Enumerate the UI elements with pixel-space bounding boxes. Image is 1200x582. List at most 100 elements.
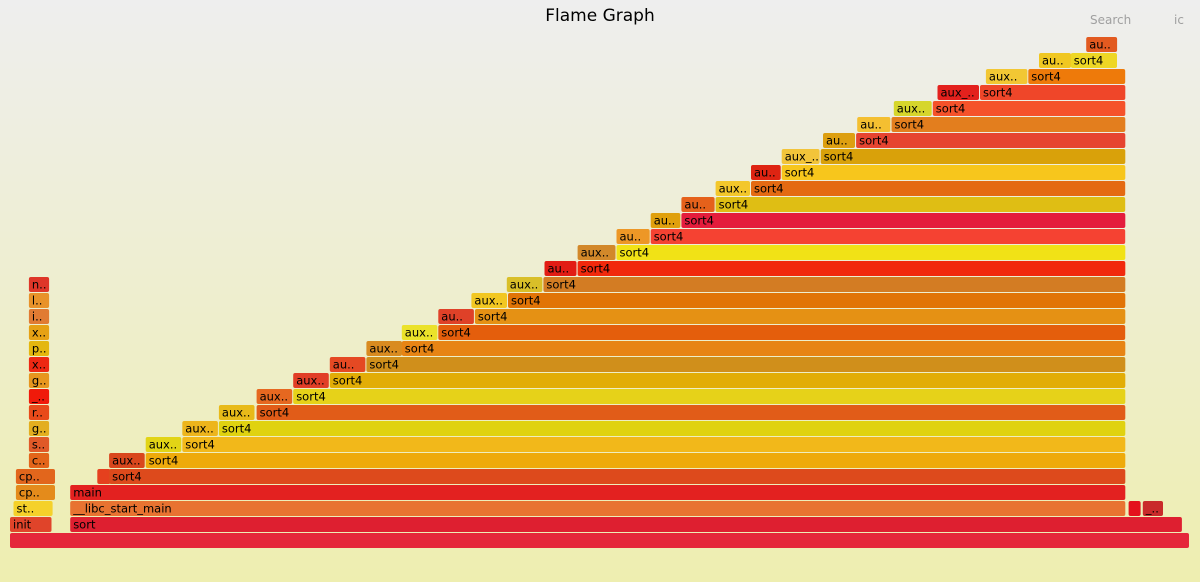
- frame-rect[interactable]: [366, 341, 402, 356]
- flame-frame-aux_5[interactable]: aux..: [256, 389, 293, 404]
- flame-frame-l[interactable]: l..: [28, 293, 50, 308]
- frame-rect[interactable]: [28, 341, 50, 356]
- frame-rect[interactable]: [10, 533, 1189, 548]
- frame-rect[interactable]: [937, 85, 980, 100]
- flame-frame-aux_24[interactable]: aux_..: [937, 85, 980, 100]
- flame-frame-aux_8[interactable]: aux..: [366, 341, 402, 356]
- flame-frame-aux_22[interactable]: au..: [857, 117, 891, 132]
- flame-frame-frame_c[interactable]: [97, 469, 111, 484]
- frame-rect[interactable]: [980, 85, 1126, 100]
- flame-frame-aux_7[interactable]: au..: [329, 357, 366, 372]
- frame-rect[interactable]: [256, 389, 293, 404]
- frame-rect[interactable]: [751, 181, 1126, 196]
- frame-rect[interactable]: [715, 197, 1126, 212]
- frame-rect[interactable]: [28, 293, 50, 308]
- flame-frame-aux_13[interactable]: au..: [544, 261, 577, 276]
- frame-rect[interactable]: [15, 485, 55, 500]
- flame-frame-aux_26[interactable]: au..: [1039, 53, 1071, 68]
- frame-rect[interactable]: [97, 469, 111, 484]
- frame-rect[interactable]: [781, 149, 820, 164]
- frame-rect[interactable]: [28, 309, 50, 324]
- frame-rect[interactable]: [823, 133, 855, 148]
- flame-frame-_[interactable]: _..: [28, 389, 50, 404]
- frame-rect[interactable]: [715, 181, 750, 196]
- flame-frame-[interactable]: [10, 533, 1189, 548]
- flame-frame-main[interactable]: main: [70, 485, 1126, 500]
- flame-frame-p[interactable]: p..: [28, 341, 50, 356]
- frame-rect[interactable]: [1086, 37, 1118, 52]
- flame-frame-frame_b[interactable]: _..: [1142, 501, 1163, 516]
- frame-rect[interactable]: [28, 453, 50, 468]
- frame-rect[interactable]: [13, 501, 53, 516]
- flame-frame-sort4_17[interactable]: sort4: [715, 197, 1126, 212]
- frame-rect[interactable]: [182, 421, 218, 436]
- frame-rect[interactable]: [474, 309, 1126, 324]
- flame-frame-c[interactable]: c..: [28, 453, 50, 468]
- frame-rect[interactable]: [820, 149, 1126, 164]
- frame-rect[interactable]: [28, 405, 50, 420]
- flame-frame-aux_23[interactable]: aux..: [893, 101, 932, 116]
- frame-rect[interactable]: [543, 277, 1126, 292]
- flame-frame-aux_16[interactable]: au..: [650, 213, 681, 228]
- flame-frame-sort4_10[interactable]: sort4: [474, 309, 1126, 324]
- frame-rect[interactable]: [218, 421, 1126, 436]
- frame-rect[interactable]: [1039, 53, 1071, 68]
- frame-rect[interactable]: [650, 229, 1126, 244]
- frame-rect[interactable]: [293, 373, 329, 388]
- flame-frame-sort4_4[interactable]: sort4: [256, 405, 1126, 420]
- frame-rect[interactable]: [781, 165, 1126, 180]
- frame-rect[interactable]: [893, 101, 932, 116]
- flame-frame-sort4_22[interactable]: sort4: [891, 117, 1126, 132]
- flame-frame-aux_20[interactable]: aux_..: [781, 149, 820, 164]
- frame-rect[interactable]: [109, 453, 145, 468]
- flame-frame-sort4_14[interactable]: sort4: [616, 245, 1126, 260]
- frame-rect[interactable]: [856, 133, 1126, 148]
- search-button[interactable]: Search: [1090, 13, 1132, 27]
- flame-frame-aux_10[interactable]: au..: [438, 309, 474, 324]
- flame-frame-sort4_25[interactable]: sort4: [1028, 69, 1126, 84]
- flame-frame-sort4_16[interactable]: sort4: [681, 213, 1126, 228]
- flame-frame-x2[interactable]: x..: [28, 325, 50, 340]
- flame-frame-cp_a[interactable]: cp..: [15, 485, 55, 500]
- flame-frame-aux_1[interactable]: aux..: [109, 453, 145, 468]
- frame-rect[interactable]: [1070, 53, 1117, 68]
- frame-rect[interactable]: [293, 389, 1126, 404]
- flame-frame-sort4_21[interactable]: sort4: [856, 133, 1126, 148]
- flame-frame-sort4_26[interactable]: sort4: [1070, 53, 1117, 68]
- flame-frame-aux_14[interactable]: aux..: [577, 245, 616, 260]
- flame-frame-g[interactable]: g..: [28, 421, 50, 436]
- flame-frame-i[interactable]: i..: [28, 309, 50, 324]
- flame-frame-aux_3[interactable]: aux..: [182, 421, 218, 436]
- flame-frame-sort4_18[interactable]: sort4: [751, 181, 1126, 196]
- frame-rect[interactable]: [256, 405, 1126, 420]
- frame-rect[interactable]: [28, 421, 50, 436]
- frame-rect[interactable]: [15, 469, 55, 484]
- frame-rect[interactable]: [577, 245, 616, 260]
- frame-rect[interactable]: [28, 373, 50, 388]
- frame-rect[interactable]: [616, 229, 650, 244]
- flame-frame-sort4[interactable]: sort4: [109, 469, 1126, 484]
- frame-rect[interactable]: [681, 197, 715, 212]
- flame-frame-x[interactable]: x..: [28, 357, 50, 372]
- flame-frame-aux_11[interactable]: aux..: [471, 293, 507, 308]
- flame-frame-sort4_15[interactable]: sort4: [650, 229, 1126, 244]
- flame-frame-sort4_19[interactable]: sort4: [781, 165, 1126, 180]
- frame-rect[interactable]: [329, 357, 366, 372]
- flame-frame-sort4_13[interactable]: sort4: [577, 261, 1126, 276]
- flame-frame-sort4_12[interactable]: sort4: [543, 277, 1126, 292]
- frame-rect[interactable]: [985, 69, 1028, 84]
- flame-frame-sort4_8[interactable]: sort4: [401, 341, 1126, 356]
- flame-frame-cp_b[interactable]: cp..: [15, 469, 55, 484]
- frame-rect[interactable]: [506, 277, 543, 292]
- frame-rect[interactable]: [932, 101, 1126, 116]
- flame-frame-init[interactable]: init: [10, 517, 52, 532]
- frame-rect[interactable]: [1128, 501, 1141, 516]
- flame-frame-sort4_2[interactable]: sort4: [182, 437, 1126, 452]
- frame-rect[interactable]: [681, 213, 1126, 228]
- frame-rect[interactable]: [544, 261, 577, 276]
- flame-frame-sort4_1[interactable]: sort4: [145, 453, 1126, 468]
- frame-rect[interactable]: [182, 437, 1126, 452]
- frame-rect[interactable]: [218, 405, 255, 420]
- flame-frame-sort4_9[interactable]: sort4: [438, 325, 1126, 340]
- frame-rect[interactable]: [70, 501, 1126, 516]
